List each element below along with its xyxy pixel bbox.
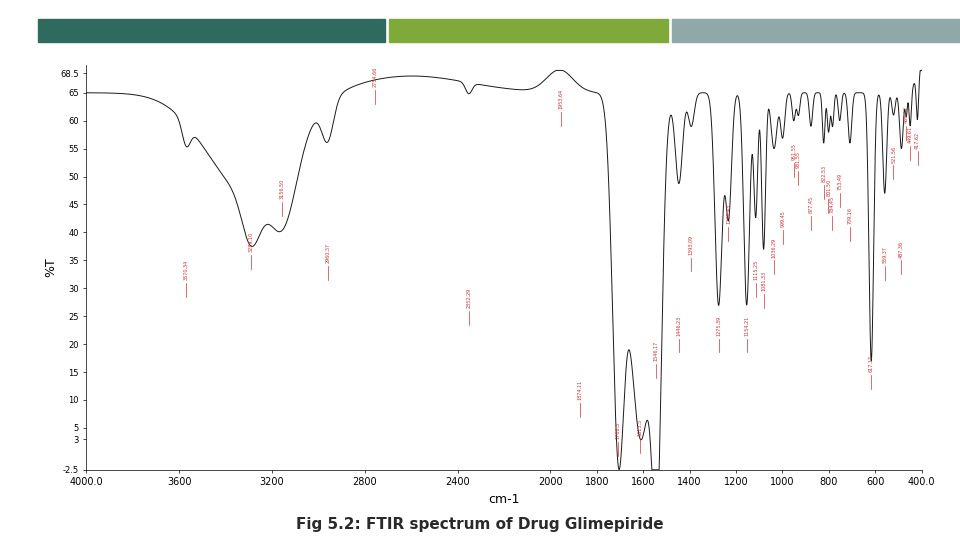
Text: 1446,23: 1446,23: [677, 315, 682, 336]
Text: 1154,21: 1154,21: [744, 315, 749, 336]
Text: 417,62: 417,62: [915, 131, 920, 148]
Text: 1874,11: 1874,11: [577, 380, 582, 400]
Y-axis label: %T: %T: [44, 258, 58, 277]
Text: 3289,10: 3289,10: [249, 232, 253, 252]
Text: 617,17: 617,17: [869, 355, 874, 372]
Text: 1115,25: 1115,25: [754, 260, 758, 280]
Text: 1708,3: 1708,3: [615, 422, 620, 439]
Text: 2352,29: 2352,29: [467, 288, 471, 308]
Text: 1036,29: 1036,29: [772, 238, 777, 258]
Text: 784,45: 784,45: [829, 195, 835, 213]
Text: 3156,50: 3156,50: [279, 179, 284, 199]
Text: 877,45: 877,45: [808, 195, 813, 213]
Text: 822,53: 822,53: [821, 165, 826, 182]
Text: 449,61: 449,61: [907, 126, 913, 143]
Text: 753,49: 753,49: [837, 173, 842, 191]
Text: 2960,37: 2960,37: [325, 243, 330, 263]
Text: 466,42: 466,42: [903, 106, 909, 124]
Text: 801,50: 801,50: [826, 179, 831, 196]
X-axis label: cm-1: cm-1: [489, 493, 519, 506]
Text: Fig 5.2: FTIR spectrum of Drug Glimepiride: Fig 5.2: FTIR spectrum of Drug Glimepiri…: [297, 517, 663, 532]
Text: 559,37: 559,37: [882, 246, 887, 263]
Text: 1275,39: 1275,39: [716, 315, 721, 336]
Text: 709,16: 709,16: [848, 207, 852, 224]
Text: 1613,5: 1613,5: [637, 419, 642, 436]
Text: 951,55: 951,55: [791, 143, 796, 160]
Text: 1232,43: 1232,43: [726, 204, 731, 224]
Text: 999,45: 999,45: [780, 210, 785, 227]
Text: 487,36: 487,36: [899, 240, 903, 258]
Text: 3570,34: 3570,34: [183, 260, 188, 280]
Text: 1081,33: 1081,33: [761, 271, 766, 291]
Text: 1546,17: 1546,17: [653, 341, 659, 361]
Text: 521,56: 521,56: [891, 145, 896, 163]
Text: 1393,09: 1393,09: [688, 235, 694, 255]
Text: 2754,66: 2754,66: [372, 67, 378, 87]
Text: 931,55: 931,55: [796, 151, 801, 168]
Text: 1953,64: 1953,64: [559, 89, 564, 110]
